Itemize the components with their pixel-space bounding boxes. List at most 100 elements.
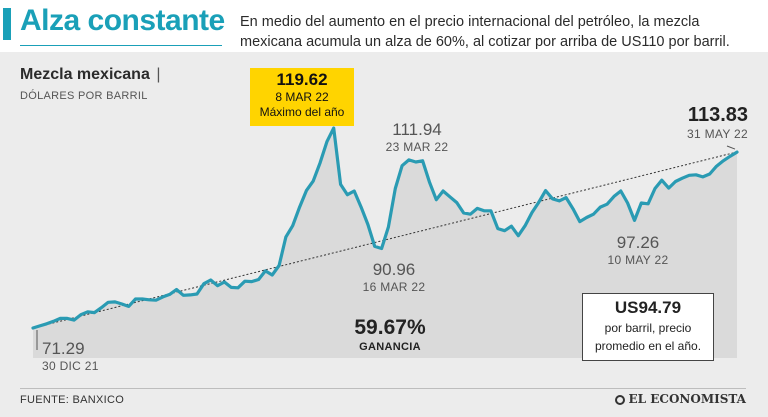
data-point	[305, 189, 308, 192]
max-note: Máximo del año	[259, 105, 345, 119]
logo-icon	[614, 395, 625, 405]
end-value: 113.83	[687, 104, 748, 126]
max-date: 8 MAR 22	[275, 90, 329, 104]
low2-date: 10 MAY 22	[607, 253, 669, 267]
data-point	[517, 234, 520, 237]
data-point	[626, 201, 629, 205]
data-point	[182, 294, 185, 297]
data-point	[134, 297, 137, 301]
low1-value: 90.96	[372, 260, 416, 279]
data-point	[366, 223, 370, 226]
data-point	[243, 280, 247, 283]
low1-date: 16 MAR 22	[362, 280, 426, 294]
data-point	[291, 224, 294, 227]
data-point	[113, 300, 117, 304]
data-point	[400, 164, 404, 167]
gain-value: 59.67	[354, 316, 407, 339]
gain-callout: 59.67% GANANCIA	[330, 316, 450, 353]
data-point	[325, 140, 329, 143]
data-point	[148, 298, 151, 301]
data-point	[694, 173, 698, 176]
data-point	[476, 207, 479, 210]
data-point	[387, 225, 390, 229]
data-point	[277, 264, 281, 267]
data-point	[653, 187, 657, 190]
average-text-2: promedio en el año.	[594, 339, 702, 353]
page-title: Alza constante	[20, 4, 225, 37]
data-point	[482, 209, 486, 212]
max-value: 119.62	[276, 70, 328, 89]
data-point	[496, 227, 499, 230]
low2-value: 97.26	[616, 233, 660, 252]
gain-suffix: %	[406, 316, 426, 339]
data-point	[250, 280, 253, 283]
data-point	[646, 202, 650, 205]
gain-value-line: 59.67%	[330, 316, 450, 340]
data-point	[216, 284, 219, 287]
data-point	[503, 229, 506, 232]
title-accent-bar	[3, 8, 11, 40]
data-point	[353, 189, 356, 193]
data-point	[722, 159, 725, 162]
data-point	[264, 269, 267, 273]
data-point	[93, 311, 96, 314]
data-point	[619, 189, 622, 193]
data-point	[236, 286, 240, 289]
data-point	[175, 288, 178, 291]
data-point	[558, 199, 561, 203]
data-point	[318, 161, 322, 164]
data-point	[120, 302, 124, 306]
data-point	[202, 282, 206, 285]
data-point	[373, 245, 376, 248]
data-point	[195, 292, 199, 296]
data-point	[79, 313, 83, 316]
start-value: 71.29	[42, 339, 85, 358]
average-text-1: por barril, precio	[604, 321, 692, 335]
data-point	[729, 155, 732, 158]
data-point	[66, 317, 69, 320]
footer-source: FUENTE: BANXICO	[20, 394, 125, 406]
average-callout: US94.79 por barril, precio promedio en e…	[582, 293, 714, 361]
page-subtitle: En medio del aumento en el precio intern…	[240, 14, 730, 50]
data-point	[660, 179, 663, 182]
chart-title-text: Mezcla mexicana	[20, 66, 150, 83]
publisher-logo: EL ECONOMISTA	[614, 392, 746, 406]
data-point	[599, 205, 602, 209]
chart-title: Mezcla mexicana |	[20, 66, 160, 84]
data-point	[257, 278, 260, 281]
data-point	[284, 235, 288, 239]
data-point	[435, 198, 438, 201]
start-callout: 71.29 30 DIC 21	[42, 339, 99, 373]
data-point	[154, 299, 158, 302]
data-point	[161, 295, 165, 299]
data-point	[510, 225, 513, 228]
average-value: US94.79	[614, 298, 682, 317]
data-point	[52, 320, 55, 323]
data-point	[339, 183, 342, 186]
data-point	[578, 220, 581, 223]
data-point	[441, 189, 445, 193]
data-point	[414, 160, 417, 164]
data-point	[688, 174, 691, 177]
data-point	[107, 301, 110, 304]
data-point	[537, 201, 540, 204]
data-point	[223, 280, 226, 284]
chart-points	[31, 126, 739, 330]
data-point	[605, 203, 609, 206]
end-date: 31 MAY 22	[687, 127, 748, 141]
data-point	[592, 213, 595, 216]
data-point	[530, 211, 534, 214]
data-point	[407, 158, 411, 162]
start-date: 30 DIC 21	[42, 359, 99, 373]
data-point	[209, 278, 212, 282]
data-point	[168, 293, 171, 296]
footer-divider	[20, 388, 746, 389]
data-point	[448, 195, 452, 198]
data-point	[298, 205, 301, 209]
end-callout: 113.83 31 MAY 22	[687, 104, 748, 141]
data-point	[462, 211, 465, 215]
data-point	[455, 201, 458, 204]
data-point	[127, 305, 130, 308]
header-bar	[0, 0, 768, 52]
